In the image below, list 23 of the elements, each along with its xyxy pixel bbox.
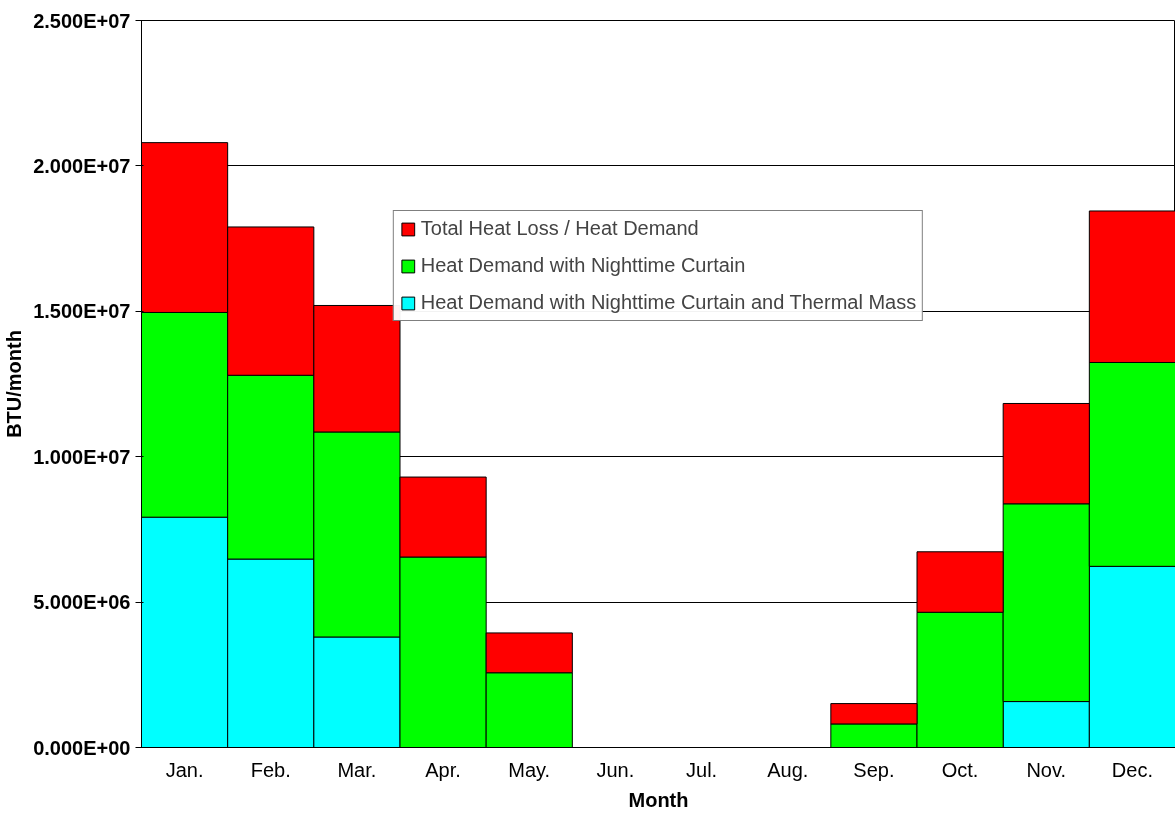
x-tick-label: Jun.: [596, 758, 635, 781]
y-axis-title: BTU/month: [3, 330, 26, 438]
x-tick-label: Oct.: [941, 758, 979, 781]
legend-label: Heat Demand with Nighttime Curtain and Thermal Mass: [420, 291, 917, 314]
x-tick-label: Jan.: [165, 758, 204, 781]
x-tick-label: Aug.: [767, 758, 809, 781]
x-tick-label: Nov.: [1026, 758, 1067, 781]
y-tick-label: 2.500E+07: [33, 9, 131, 32]
x-tick-label: Jul.: [686, 758, 718, 781]
y-tick-label: 2.000E+07: [33, 154, 131, 177]
x-tick-label: Apr.: [425, 758, 461, 781]
x-tick-label: Feb.: [250, 758, 291, 781]
y-tick-label: 0.000E+00: [33, 736, 131, 759]
x-tick-label: May.: [508, 758, 551, 781]
y-tick-label: 1.000E+07: [33, 445, 131, 468]
x-tick-label: Dec.: [1111, 758, 1153, 781]
y-tick-label: 1.500E+07: [33, 300, 131, 323]
y-tick-label: 5.000E+06: [33, 591, 131, 614]
legend-label: Total Heat Loss / Heat Demand: [420, 217, 699, 240]
x-axis-title: Month: [628, 788, 689, 811]
legend-label: Heat Demand with Nighttime Curtain: [420, 254, 746, 277]
x-tick-label: Sep.: [853, 758, 895, 781]
x-tick-label: Mar.: [337, 758, 377, 781]
